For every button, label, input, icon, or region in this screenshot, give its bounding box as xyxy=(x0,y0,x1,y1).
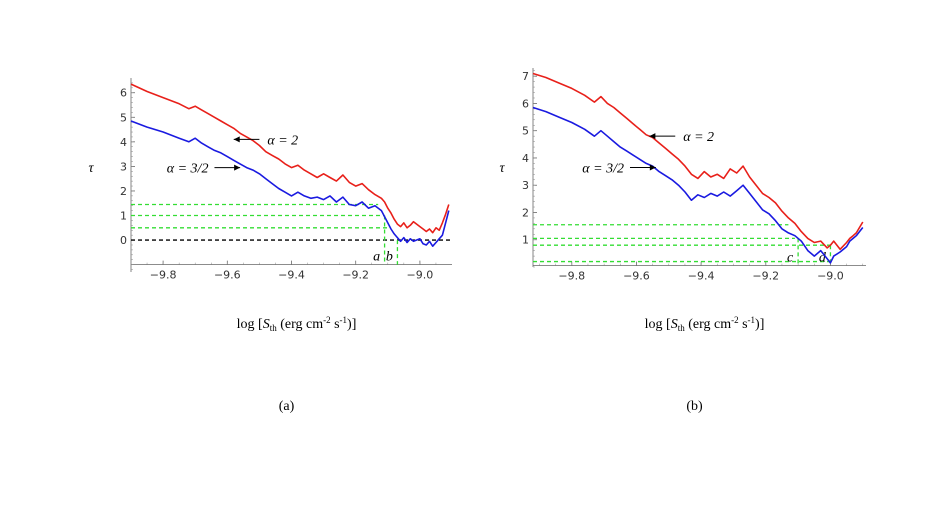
x-tick-label: −9.2 xyxy=(752,270,779,283)
arrow-head xyxy=(649,133,656,140)
x-tick-label: −9.4 xyxy=(278,269,305,282)
y-tick-label: 3 xyxy=(120,160,127,173)
marker-label: a xyxy=(373,250,380,265)
panel-a: 0 1 2 3 4 5 6 −9.8 −9.6 −9.4 −9.2 −9.0 a b α = 2 α = 3/… xyxy=(88,78,452,414)
y-tick-label: 6 xyxy=(522,97,529,110)
marker-label: d xyxy=(819,251,827,266)
x-tick-label: −9.0 xyxy=(407,269,434,282)
annotation-label: α = 2 xyxy=(683,130,714,145)
x-tick-label: −9.0 xyxy=(817,270,844,283)
x-axis-label-part: th xyxy=(270,323,278,333)
y-tick-label: 4 xyxy=(522,152,529,165)
y-tick-label: 2 xyxy=(120,185,127,198)
x-axis-label-part: )] xyxy=(347,317,356,332)
arrow-head xyxy=(234,164,241,171)
x-axis-label-part: log [ xyxy=(645,317,671,332)
series-line-alpha-3-2 xyxy=(532,106,864,264)
arrow-head xyxy=(649,164,656,171)
x-tick-label: −9.2 xyxy=(342,269,369,282)
marker-label: b xyxy=(386,250,393,265)
y-tick-label: 1 xyxy=(120,210,127,223)
x-axis-label-part: S xyxy=(263,317,270,332)
x-axis-label-part: -2 xyxy=(323,315,331,325)
x-axis-label-part: S xyxy=(671,317,678,332)
y-tick-label: 2 xyxy=(522,206,529,219)
y-tick-label: 0 xyxy=(120,234,127,247)
x-tick-label: −9.8 xyxy=(150,269,177,282)
x-tick-label: −9.6 xyxy=(214,269,241,282)
x-tick-label: −9.6 xyxy=(623,270,650,283)
panel-caption: (b) xyxy=(686,399,703,414)
x-axis-label-part: (erg cm xyxy=(685,317,731,332)
y-axis-label: τ xyxy=(499,161,505,176)
y-tick-label: 5 xyxy=(120,111,127,124)
annotation-label: α = 2 xyxy=(267,133,298,148)
x-axis-label: log [Sth (erg cm-2 s-1)] xyxy=(645,315,765,333)
series-line-alpha-2 xyxy=(130,83,450,234)
series-line-alpha-3-2 xyxy=(130,120,450,247)
x-tick-label: −9.8 xyxy=(558,270,585,283)
panel-caption: (a) xyxy=(279,399,295,414)
x-axis-label-part: -1 xyxy=(748,315,756,325)
x-tick-label: −9.4 xyxy=(688,270,715,283)
y-tick-label: 5 xyxy=(522,125,529,138)
x-axis-label: log [Sth (erg cm-2 s-1)] xyxy=(237,315,357,333)
series-line-alpha-2 xyxy=(532,72,864,251)
x-axis-label-part: s xyxy=(739,317,748,332)
annotation-label: α = 3/2 xyxy=(582,162,624,177)
y-tick-label: 3 xyxy=(522,179,529,192)
y-tick-label: 1 xyxy=(522,234,529,247)
x-axis-label-part: s xyxy=(331,317,340,332)
x-axis-label-part: -1 xyxy=(340,315,348,325)
panel-b: 1 2 3 4 5 6 7 −9.8 −9.6 −9.4 −9.2 −9.0 c d α = 2 α = 3/… xyxy=(499,68,866,414)
x-axis-label-part: (erg cm xyxy=(277,317,323,332)
x-axis-label-part: )] xyxy=(755,317,764,332)
x-axis-label-part: -2 xyxy=(731,315,739,325)
y-tick-label: 6 xyxy=(120,87,127,100)
x-axis-label-part: th xyxy=(678,323,686,333)
annotation-label: α = 3/2 xyxy=(167,162,209,177)
arrow-head xyxy=(233,136,240,143)
y-tick-label: 7 xyxy=(522,70,529,83)
x-axis-label-part: log [ xyxy=(237,317,263,332)
y-tick-label: 4 xyxy=(120,136,127,149)
marker-label: c xyxy=(787,251,794,266)
y-axis-label: τ xyxy=(88,161,94,176)
